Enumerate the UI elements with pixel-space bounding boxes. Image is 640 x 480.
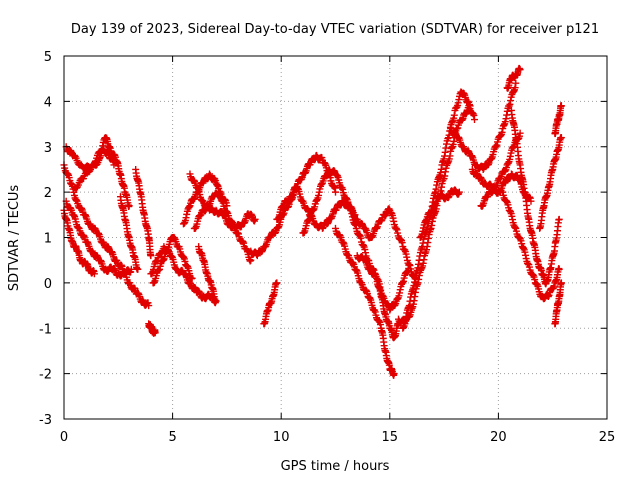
chart-title: Day 139 of 2023, Sidereal Day-to-day VTE…	[71, 22, 599, 37]
data-point	[516, 129, 524, 137]
axes: 0 5 10 15 20 25 -3 -2 -1 0 1 2 3 4 5	[39, 50, 615, 445]
x-tick-label: 15	[382, 430, 399, 445]
data-point	[125, 202, 133, 210]
series-track-20	[340, 197, 420, 287]
y-tick-label: -1	[39, 322, 52, 337]
series-track-2	[62, 197, 135, 280]
data-point	[188, 274, 196, 282]
series-track-30	[507, 106, 563, 288]
data-point	[557, 134, 565, 142]
data-point	[455, 188, 463, 196]
data-point	[273, 279, 281, 287]
series-track-19	[332, 224, 398, 379]
data-point	[251, 215, 259, 223]
data-point	[557, 102, 565, 110]
x-tick-label: 5	[168, 430, 176, 445]
y-tick-label: 4	[44, 95, 52, 110]
y-tick-label: 3	[44, 141, 52, 156]
data-point	[223, 202, 231, 210]
x-tick-label: 0	[60, 430, 68, 445]
x-tick-label: 25	[599, 430, 616, 445]
data-point	[145, 302, 153, 310]
series-track-15	[247, 151, 339, 260]
data-point	[90, 270, 98, 278]
series-track-29	[503, 64, 524, 92]
series-track-26	[447, 79, 520, 173]
data-point	[212, 297, 220, 305]
data-point	[247, 256, 255, 264]
data-point	[390, 370, 398, 378]
series-track-16	[260, 279, 281, 328]
data-point	[512, 79, 520, 87]
series-track-8	[145, 320, 159, 337]
series-track-32	[536, 134, 565, 232]
data-point	[332, 188, 339, 196]
y-tick-label: -2	[39, 368, 52, 383]
series-track-3	[60, 206, 98, 278]
series-track-33	[551, 102, 565, 138]
data-point	[134, 265, 142, 273]
y-tick-label: -3	[39, 413, 52, 428]
data-point	[555, 215, 563, 223]
series-track-31	[499, 188, 563, 303]
data-point	[557, 279, 565, 287]
data-point	[86, 167, 94, 175]
x-tick-label: 20	[490, 430, 507, 445]
series-track-24	[399, 88, 479, 332]
data-point	[110, 161, 118, 169]
series-track-23	[394, 101, 474, 328]
series-track-5	[71, 145, 118, 192]
data-layer	[60, 64, 565, 379]
series-track-10	[149, 233, 196, 287]
data-point	[405, 261, 413, 269]
series-track-11	[179, 170, 255, 265]
series-track-34	[551, 279, 565, 328]
series-track-22	[373, 274, 402, 342]
x-tick-label: 10	[273, 430, 290, 445]
series-track-25	[416, 186, 463, 241]
series-track-7	[132, 165, 155, 260]
x-axis-label: GPS time / hours	[281, 459, 390, 474]
series-track-12	[186, 170, 259, 232]
y-tick-label: 5	[44, 50, 52, 65]
y-tick-label: 2	[44, 186, 52, 201]
y-axis-label: SDTVAR / TECUs	[7, 185, 22, 292]
series-track-13	[190, 188, 231, 232]
series-track-14	[195, 243, 220, 305]
data-point	[516, 66, 524, 74]
data-point	[147, 252, 155, 260]
data-point	[151, 329, 159, 337]
data-point	[471, 116, 479, 124]
data-point	[555, 265, 563, 273]
series-track-6	[116, 193, 142, 273]
series-track-1	[60, 161, 153, 310]
y-tick-label: 1	[44, 232, 52, 247]
y-tick-label: 0	[44, 277, 52, 292]
